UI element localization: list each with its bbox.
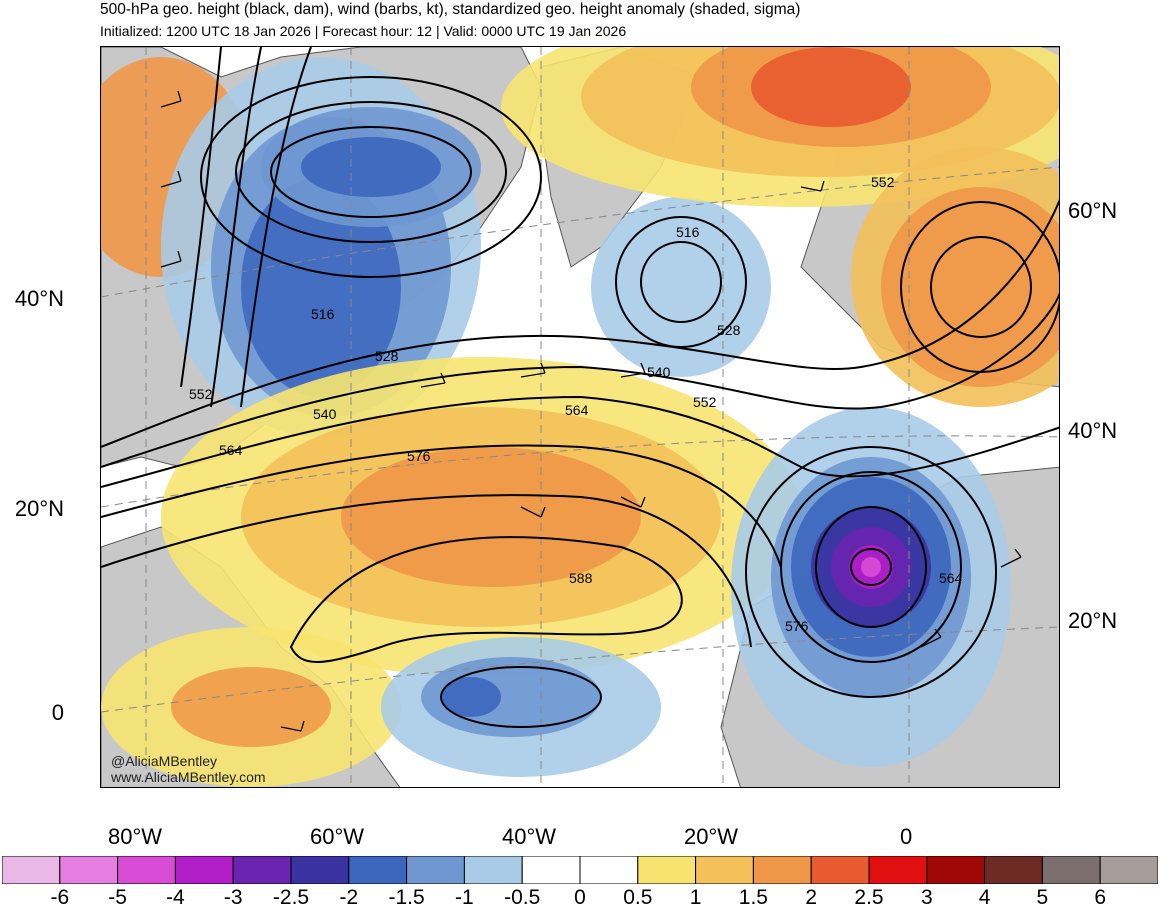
graticule — [101, 47, 1059, 787]
map-panel: 516 516 528 528 540 540 552 552 552 564 … — [100, 46, 1060, 788]
colorbar-swatch — [868, 856, 928, 884]
colorbar-tick-label: 0 — [574, 886, 586, 909]
contour-label: 564 — [939, 570, 963, 586]
contour-label: 576 — [785, 618, 809, 634]
credit-handle: @AliciaMBentley — [111, 753, 218, 769]
contour-label: 564 — [219, 442, 243, 458]
colorbar-tick-label: 4 — [978, 886, 991, 909]
colorbar-swatch — [2, 856, 61, 884]
lat-label-right: 20°N — [1068, 608, 1118, 633]
contour-label: 516 — [311, 306, 335, 322]
map-title: 500-hPa geo. height (black, dam), wind (… — [100, 1, 801, 18]
anomaly-shading — [101, 47, 1059, 787]
contour-label: 552 — [693, 394, 717, 410]
contour-labels: 516 516 528 528 540 540 552 552 552 564 … — [189, 174, 963, 634]
colorbar-tick-label: 5 — [1036, 886, 1049, 909]
colorbar-tick-label: -1.5 — [388, 886, 425, 909]
lon-label: 0 — [900, 824, 913, 849]
lon-label: 80°W — [108, 824, 163, 849]
contour-label: 552 — [871, 174, 895, 190]
colorbar-swatch — [637, 856, 697, 884]
colorbar-swatch — [984, 856, 1043, 884]
colorbar-tick-label: 1.5 — [738, 886, 768, 909]
contour-label: 540 — [647, 364, 671, 380]
lon-label: 60°W — [310, 824, 365, 849]
colorbar-tick-label: 3 — [920, 886, 933, 909]
map-subtitle: Initialized: 1200 UTC 18 Jan 2026 | Fore… — [100, 23, 627, 39]
colorbar-tick-label: -2.5 — [272, 886, 310, 909]
contour-label: 564 — [565, 402, 589, 418]
lon-label: 20°W — [684, 824, 739, 849]
colorbar-swatch — [348, 856, 408, 884]
colorbar-swatch — [579, 856, 639, 884]
colorbar-swatch — [463, 856, 523, 884]
colorbar-tick-label: -3 — [223, 886, 243, 909]
colorbar-tick-label: 2 — [805, 886, 818, 909]
lon-label: 40°W — [502, 824, 557, 849]
colorbar-tick-label: -5 — [108, 886, 127, 909]
colorbar-swatch — [59, 856, 119, 884]
colorbar-swatch — [926, 856, 986, 884]
colorbar — [2, 856, 1158, 884]
colorbar-tick-label: -0.5 — [504, 886, 541, 909]
colorbar-swatch — [1041, 856, 1101, 884]
lat-label-right: 40°N — [1068, 418, 1118, 443]
colorbar-swatch — [752, 856, 812, 884]
lat-label-left: 0 — [51, 700, 64, 725]
colorbar-swatch — [810, 856, 870, 884]
credit-website: www.AliciaMBentley.com — [111, 769, 266, 785]
colorbar-tick-label: -2 — [339, 886, 359, 909]
colorbar-tick-label: 6 — [1094, 886, 1107, 909]
wind-barbs — [160, 90, 1022, 732]
colorbar-tick-label: 1 — [689, 886, 702, 909]
colorbar-tick-label: -4 — [166, 886, 185, 909]
colorbar-swatch — [1099, 856, 1158, 884]
contour-label: 528 — [717, 322, 741, 338]
colorbar-swatch — [290, 856, 350, 884]
colorbar-swatch — [174, 856, 234, 884]
colorbar-swatches — [2, 856, 1158, 884]
colorbar-swatch — [406, 856, 465, 884]
colorbar-swatch — [695, 856, 754, 884]
colorbar-swatch — [521, 856, 581, 884]
contour-label: 540 — [313, 406, 337, 422]
contour-label: 576 — [407, 448, 431, 464]
colorbar-swatch — [232, 856, 292, 884]
lat-label-left: 40°N — [14, 286, 64, 311]
colorbar-tick-label: 0.5 — [623, 886, 653, 909]
contour-label: 588 — [569, 570, 593, 586]
contour-label: 552 — [189, 386, 213, 402]
colorbar-tick-label: -6 — [50, 886, 70, 909]
contour-label: 516 — [676, 224, 700, 240]
height-contours — [101, 47, 1059, 728]
contour-label: 528 — [375, 348, 399, 364]
lat-label-right: 60°N — [1068, 198, 1118, 223]
map-canvas: 516 516 528 528 540 540 552 552 552 564 … — [101, 47, 1059, 787]
lat-label-left: 20°N — [14, 496, 64, 521]
colorbar-tick-label: -1 — [455, 886, 474, 909]
colorbar-tick-label: 2.5 — [854, 886, 884, 909]
colorbar-swatch — [117, 856, 176, 884]
